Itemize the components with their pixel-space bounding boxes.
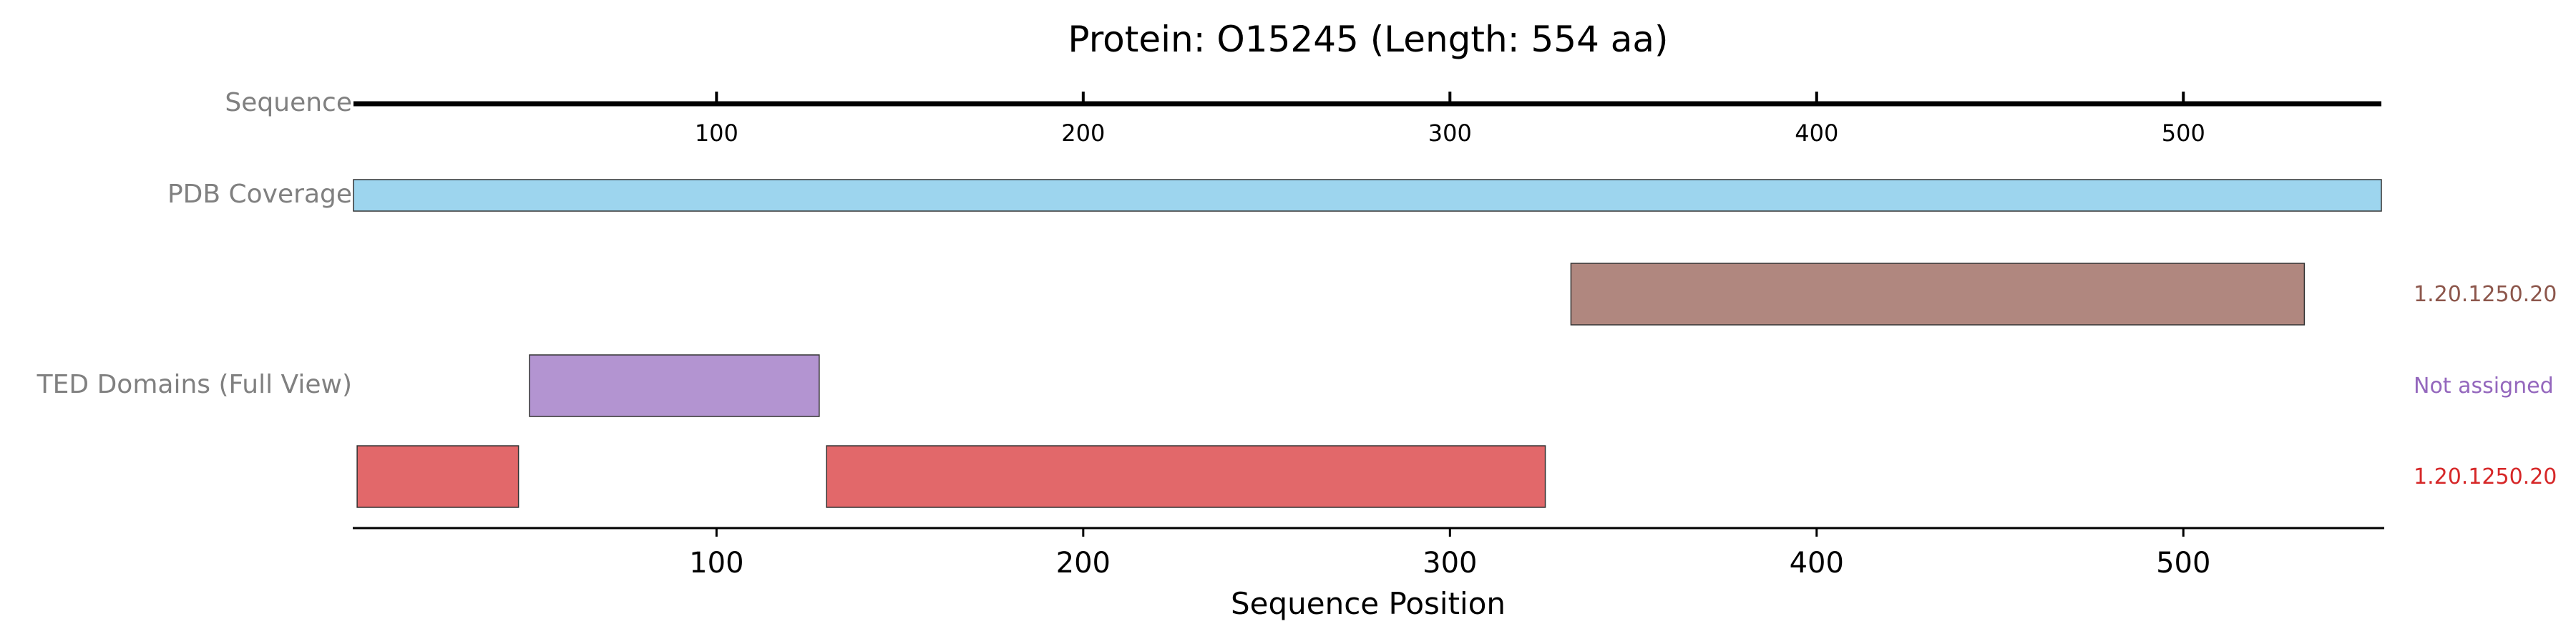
x-axis-tick-label: 100 (689, 547, 743, 580)
sequence-tick-label: 200 (1061, 119, 1105, 147)
sequence-tick-label: 500 (2162, 119, 2205, 147)
ted-domain-bar (1570, 263, 2306, 326)
pdb-coverage-bars (353, 179, 2382, 212)
sequence-tick-label: 400 (1795, 119, 1838, 147)
sequence-tick-label: 300 (1428, 119, 1472, 147)
x-axis-ticks: 100 200 300 400 500 (689, 528, 2210, 580)
x-axis-tick-label: 200 (1056, 547, 1111, 580)
track-label-pdb: PDB Coverage (167, 180, 352, 209)
sequence-ticks: 100 200 300 400 500 (695, 92, 2205, 147)
x-axis-tick-label: 500 (2156, 547, 2210, 580)
track-label-sequence: Sequence (225, 88, 352, 117)
ted-domain-bar (529, 354, 820, 417)
ted-domain-label: 1.20.1250.20 (2414, 282, 2557, 307)
x-axis-label: Sequence Position (1231, 586, 1506, 621)
ted-domain-label: 1.20.1250.20 (2414, 464, 2557, 489)
ted-domain-bar (356, 445, 519, 508)
chart-title: Protein: O15245 (Length: 554 aa) (1068, 19, 1668, 60)
x-axis-tick-label: 400 (1790, 547, 1844, 580)
ted-domain-label: Not assigned (2414, 374, 2554, 399)
track-label-ted: TED Domains (Full View) (36, 370, 352, 399)
ted-domain-labels: 1.20.1250.20 Not assigned 1.20.1250.20 (2414, 282, 2557, 489)
x-axis-tick-label: 300 (1423, 547, 1477, 580)
ted-domain-bars (356, 263, 2306, 508)
sequence-tick-label: 100 (695, 119, 738, 147)
pdb-coverage-bar (353, 179, 2382, 212)
ted-domain-bar (826, 445, 1546, 508)
